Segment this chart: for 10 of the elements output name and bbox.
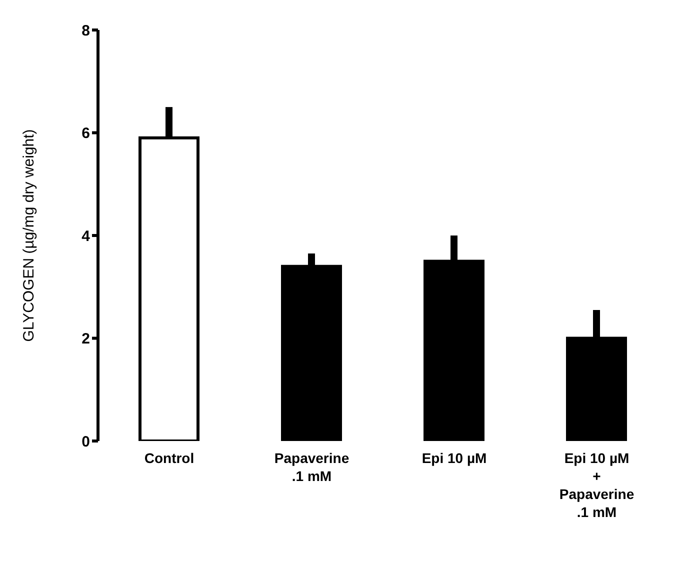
y-tick-label: 0 xyxy=(82,433,90,450)
y-tick-label: 2 xyxy=(82,330,90,348)
y-tick-label: 4 xyxy=(82,228,91,245)
x-tick-label: Control xyxy=(144,450,194,466)
y-tick-label: 6 xyxy=(82,125,90,142)
x-tick-label: Epi 10 µM xyxy=(422,450,487,466)
x-tick-label: Papaverine .1 mM xyxy=(274,450,350,484)
y-tick-label: 8 xyxy=(82,22,90,40)
x-tick-label: Epi 10 µM + Papaverine .1 mM xyxy=(559,450,634,520)
y-axis-title: GLYCOGEN (µg/mg dry weight) xyxy=(20,129,38,342)
